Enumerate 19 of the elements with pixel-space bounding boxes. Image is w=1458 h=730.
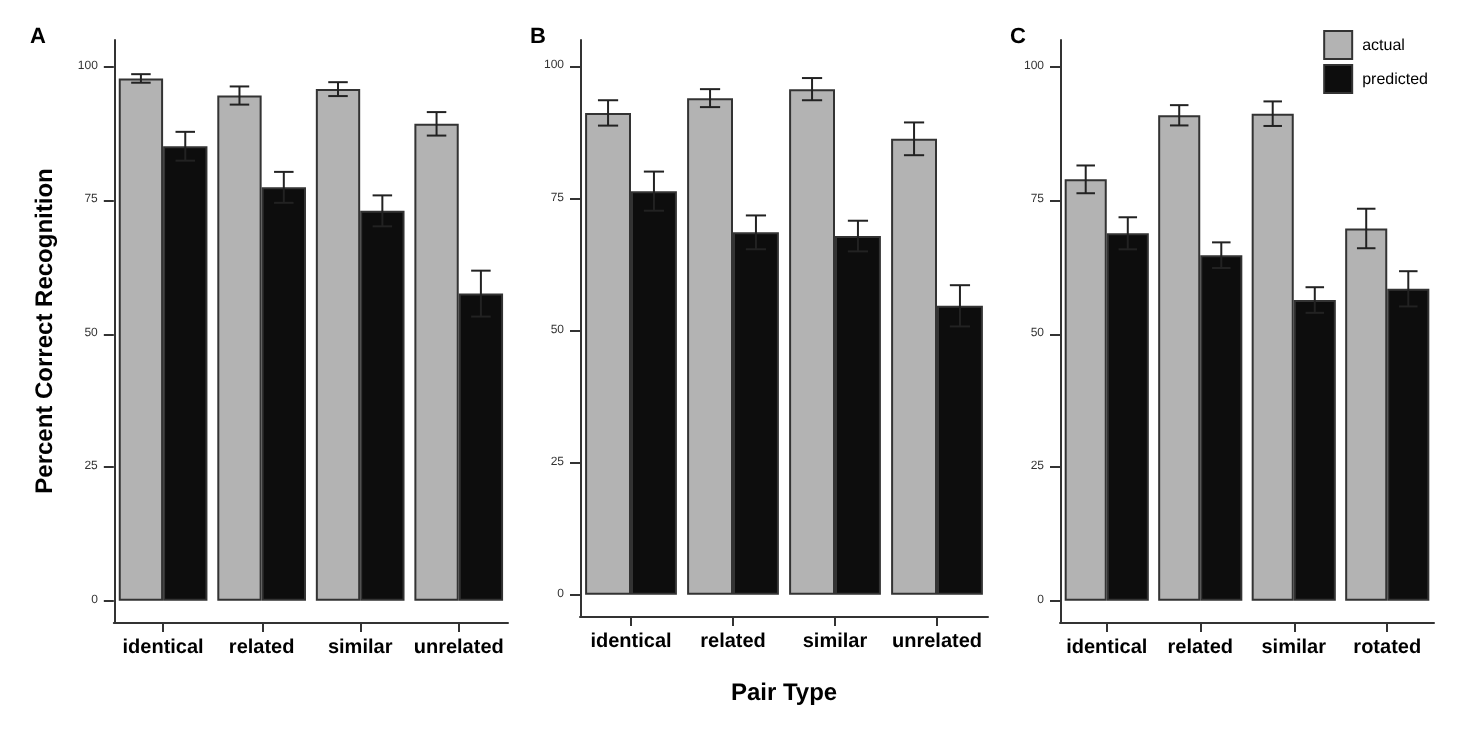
x-tick-label: unrelated [413,637,504,659]
x-tick-label: unrelated [891,631,983,653]
legend-label: predicted [1362,70,1429,88]
x-tick-label: similar [327,637,393,659]
x-tick-label: identical [1066,637,1148,659]
legend-label: actual [1362,36,1406,54]
x-tick-label: similar [1261,637,1327,659]
chart-title: C [1010,25,1026,49]
x-tick-label: identical [590,631,672,653]
x-axis-title: Pair Type [730,678,838,706]
y-axis-title: Percent Correct Recognition [30,168,58,494]
x-tick-label: related [1167,637,1234,659]
x-tick-label: similar [802,631,868,653]
x-tick-label: identical [122,637,205,659]
x-tick-label: related [228,637,295,659]
chart-title: B [530,25,546,49]
x-tick-label: related [700,631,766,653]
chart-title: A [30,25,46,49]
x-tick-label: rotated [1353,637,1422,659]
